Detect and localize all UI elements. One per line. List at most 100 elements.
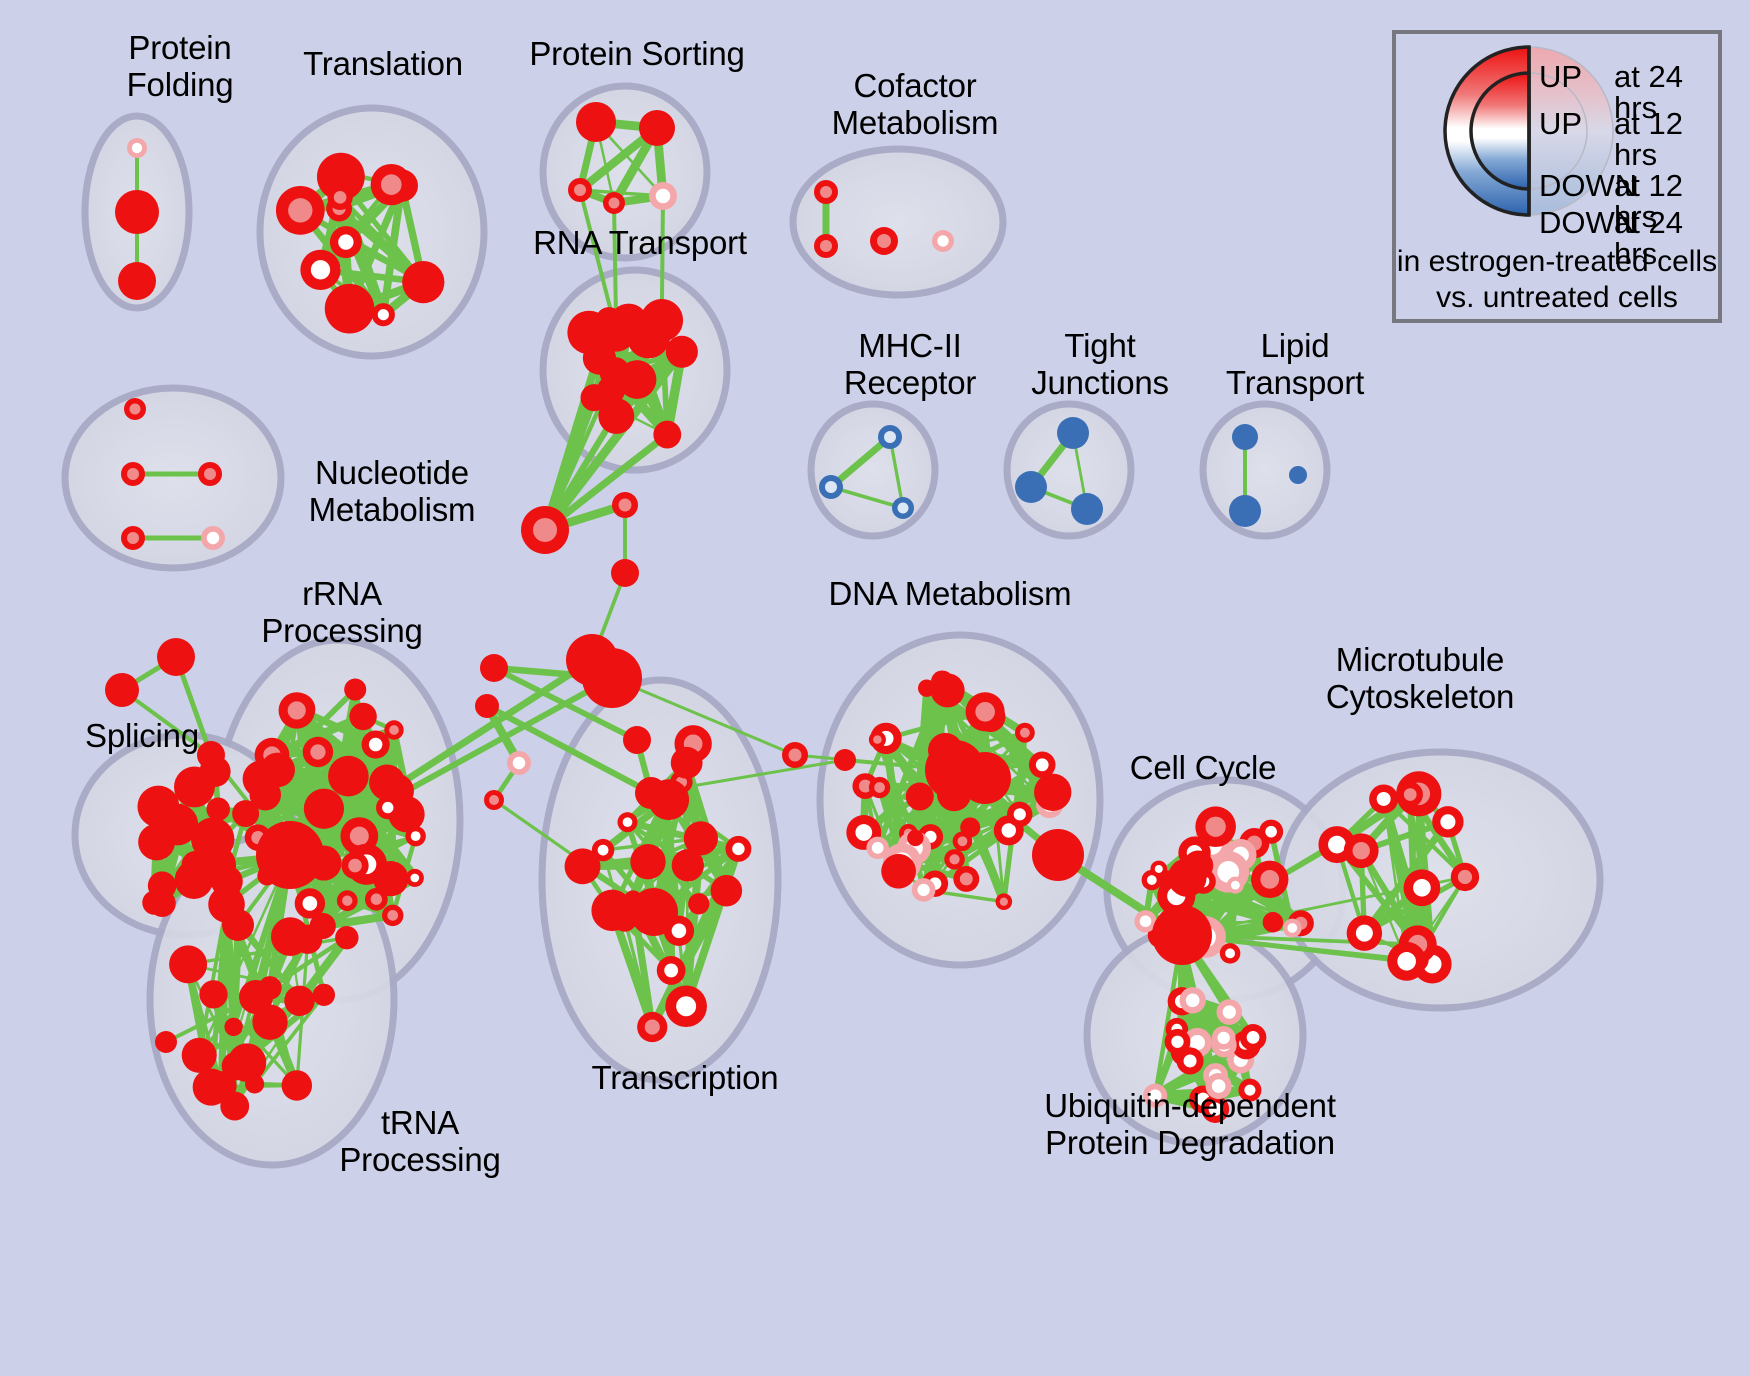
network-node (275, 185, 325, 235)
network-node (870, 227, 898, 255)
network-node (611, 559, 639, 587)
network-node (174, 860, 214, 899)
cluster-label-splicing: Splicing (85, 717, 199, 754)
network-node (1152, 905, 1212, 965)
network-node (124, 398, 146, 420)
network-node (1343, 833, 1379, 869)
network-node (1450, 862, 1480, 892)
legend-time-3: at 24 hrs (1614, 205, 1683, 271)
network-node (1205, 1073, 1232, 1100)
network-node (239, 980, 273, 1014)
network-node (115, 190, 159, 234)
network-edge (888, 435, 905, 510)
network-node (293, 924, 323, 954)
cluster-label-protein-sorting: Protein Sorting (529, 35, 745, 72)
legend-dir-0: UP (1539, 59, 1583, 94)
network-node (834, 749, 856, 771)
network-node (329, 226, 362, 259)
network-node (1216, 999, 1243, 1025)
network-node (866, 836, 889, 860)
network-node (623, 726, 651, 754)
cluster-label-lipid-transport: Lipid Transport (1225, 327, 1365, 401)
cluster-label-cofactor-metabolism: Cofactor Metabolism (831, 67, 999, 141)
network-node (960, 817, 981, 838)
network-node (1071, 493, 1103, 525)
network-node (336, 890, 358, 912)
network-node (1150, 860, 1168, 878)
network-node (312, 983, 336, 1007)
network-node (595, 307, 623, 335)
network-node (316, 152, 365, 201)
network-node (324, 283, 375, 334)
cluster-blob-mhc-ii-receptor (807, 400, 939, 540)
network-edge (286, 656, 596, 859)
network-node (224, 1017, 243, 1037)
network-node (191, 817, 235, 861)
network-node (328, 755, 369, 797)
network-node (1176, 1047, 1204, 1075)
network-node (105, 673, 139, 707)
legend-caption: in estrogen-treated cells vs. untreated … (1396, 245, 1718, 314)
network-edge (287, 675, 615, 858)
network-edge (829, 485, 905, 510)
network-node (281, 1070, 313, 1101)
network-node (637, 1011, 668, 1043)
network-node (1015, 471, 1047, 503)
network-edge (610, 676, 797, 757)
cluster-blob-lipid-transport (1199, 400, 1331, 540)
network-node (868, 776, 891, 799)
cluster-label-tight-junctions: Tight Junctions (1031, 327, 1169, 401)
network-node (370, 163, 412, 206)
network-node (905, 782, 934, 811)
network-node (598, 398, 635, 435)
network-node (405, 868, 424, 887)
cluster-blob-nucleotide-metabolism (61, 384, 285, 572)
network-node (617, 812, 638, 833)
network-node (256, 821, 324, 889)
network-node (953, 865, 980, 892)
network-edge (197, 853, 292, 1057)
legend-dir-1: UP (1539, 106, 1583, 141)
cluster-label-rrna-processing: rRNA Processing (261, 575, 423, 649)
network-node (1007, 801, 1033, 828)
network-node (582, 648, 642, 708)
network-node (932, 230, 954, 252)
legend-ring-icon (1443, 45, 1614, 217)
legend-dir-2: DOWN (1539, 168, 1638, 203)
network-node (376, 795, 400, 820)
network-node (1262, 911, 1284, 933)
network-node (242, 760, 280, 798)
network-node (907, 829, 924, 847)
network-node (649, 182, 677, 210)
network-node (639, 110, 675, 146)
network-node (197, 741, 225, 769)
network-node (349, 702, 377, 731)
network-node (1238, 1078, 1262, 1102)
network-edge (120, 688, 213, 757)
network-node (1387, 941, 1427, 981)
network-node (1226, 876, 1244, 894)
network-node (610, 907, 634, 931)
network-node (1282, 918, 1302, 938)
network-node (361, 730, 390, 759)
network-node (121, 526, 145, 550)
network-node (683, 821, 718, 856)
network-edge (540, 347, 687, 535)
cluster-label-transcription: Transcription (591, 1059, 779, 1096)
network-node (206, 797, 230, 821)
network-node (181, 1037, 217, 1073)
network-node (327, 184, 353, 210)
cluster-label-cell-cycle: Cell Cycle (1129, 749, 1277, 786)
network-node (603, 192, 625, 214)
network-node (1289, 466, 1307, 484)
network-node (157, 638, 195, 676)
network-node (710, 874, 743, 907)
network-node (384, 720, 404, 740)
network-node (814, 234, 838, 258)
network-node (521, 506, 569, 554)
network-node (300, 249, 341, 290)
network-node (252, 1004, 288, 1040)
cluster-label-trna-processing: tRNA Processing (339, 1104, 501, 1178)
